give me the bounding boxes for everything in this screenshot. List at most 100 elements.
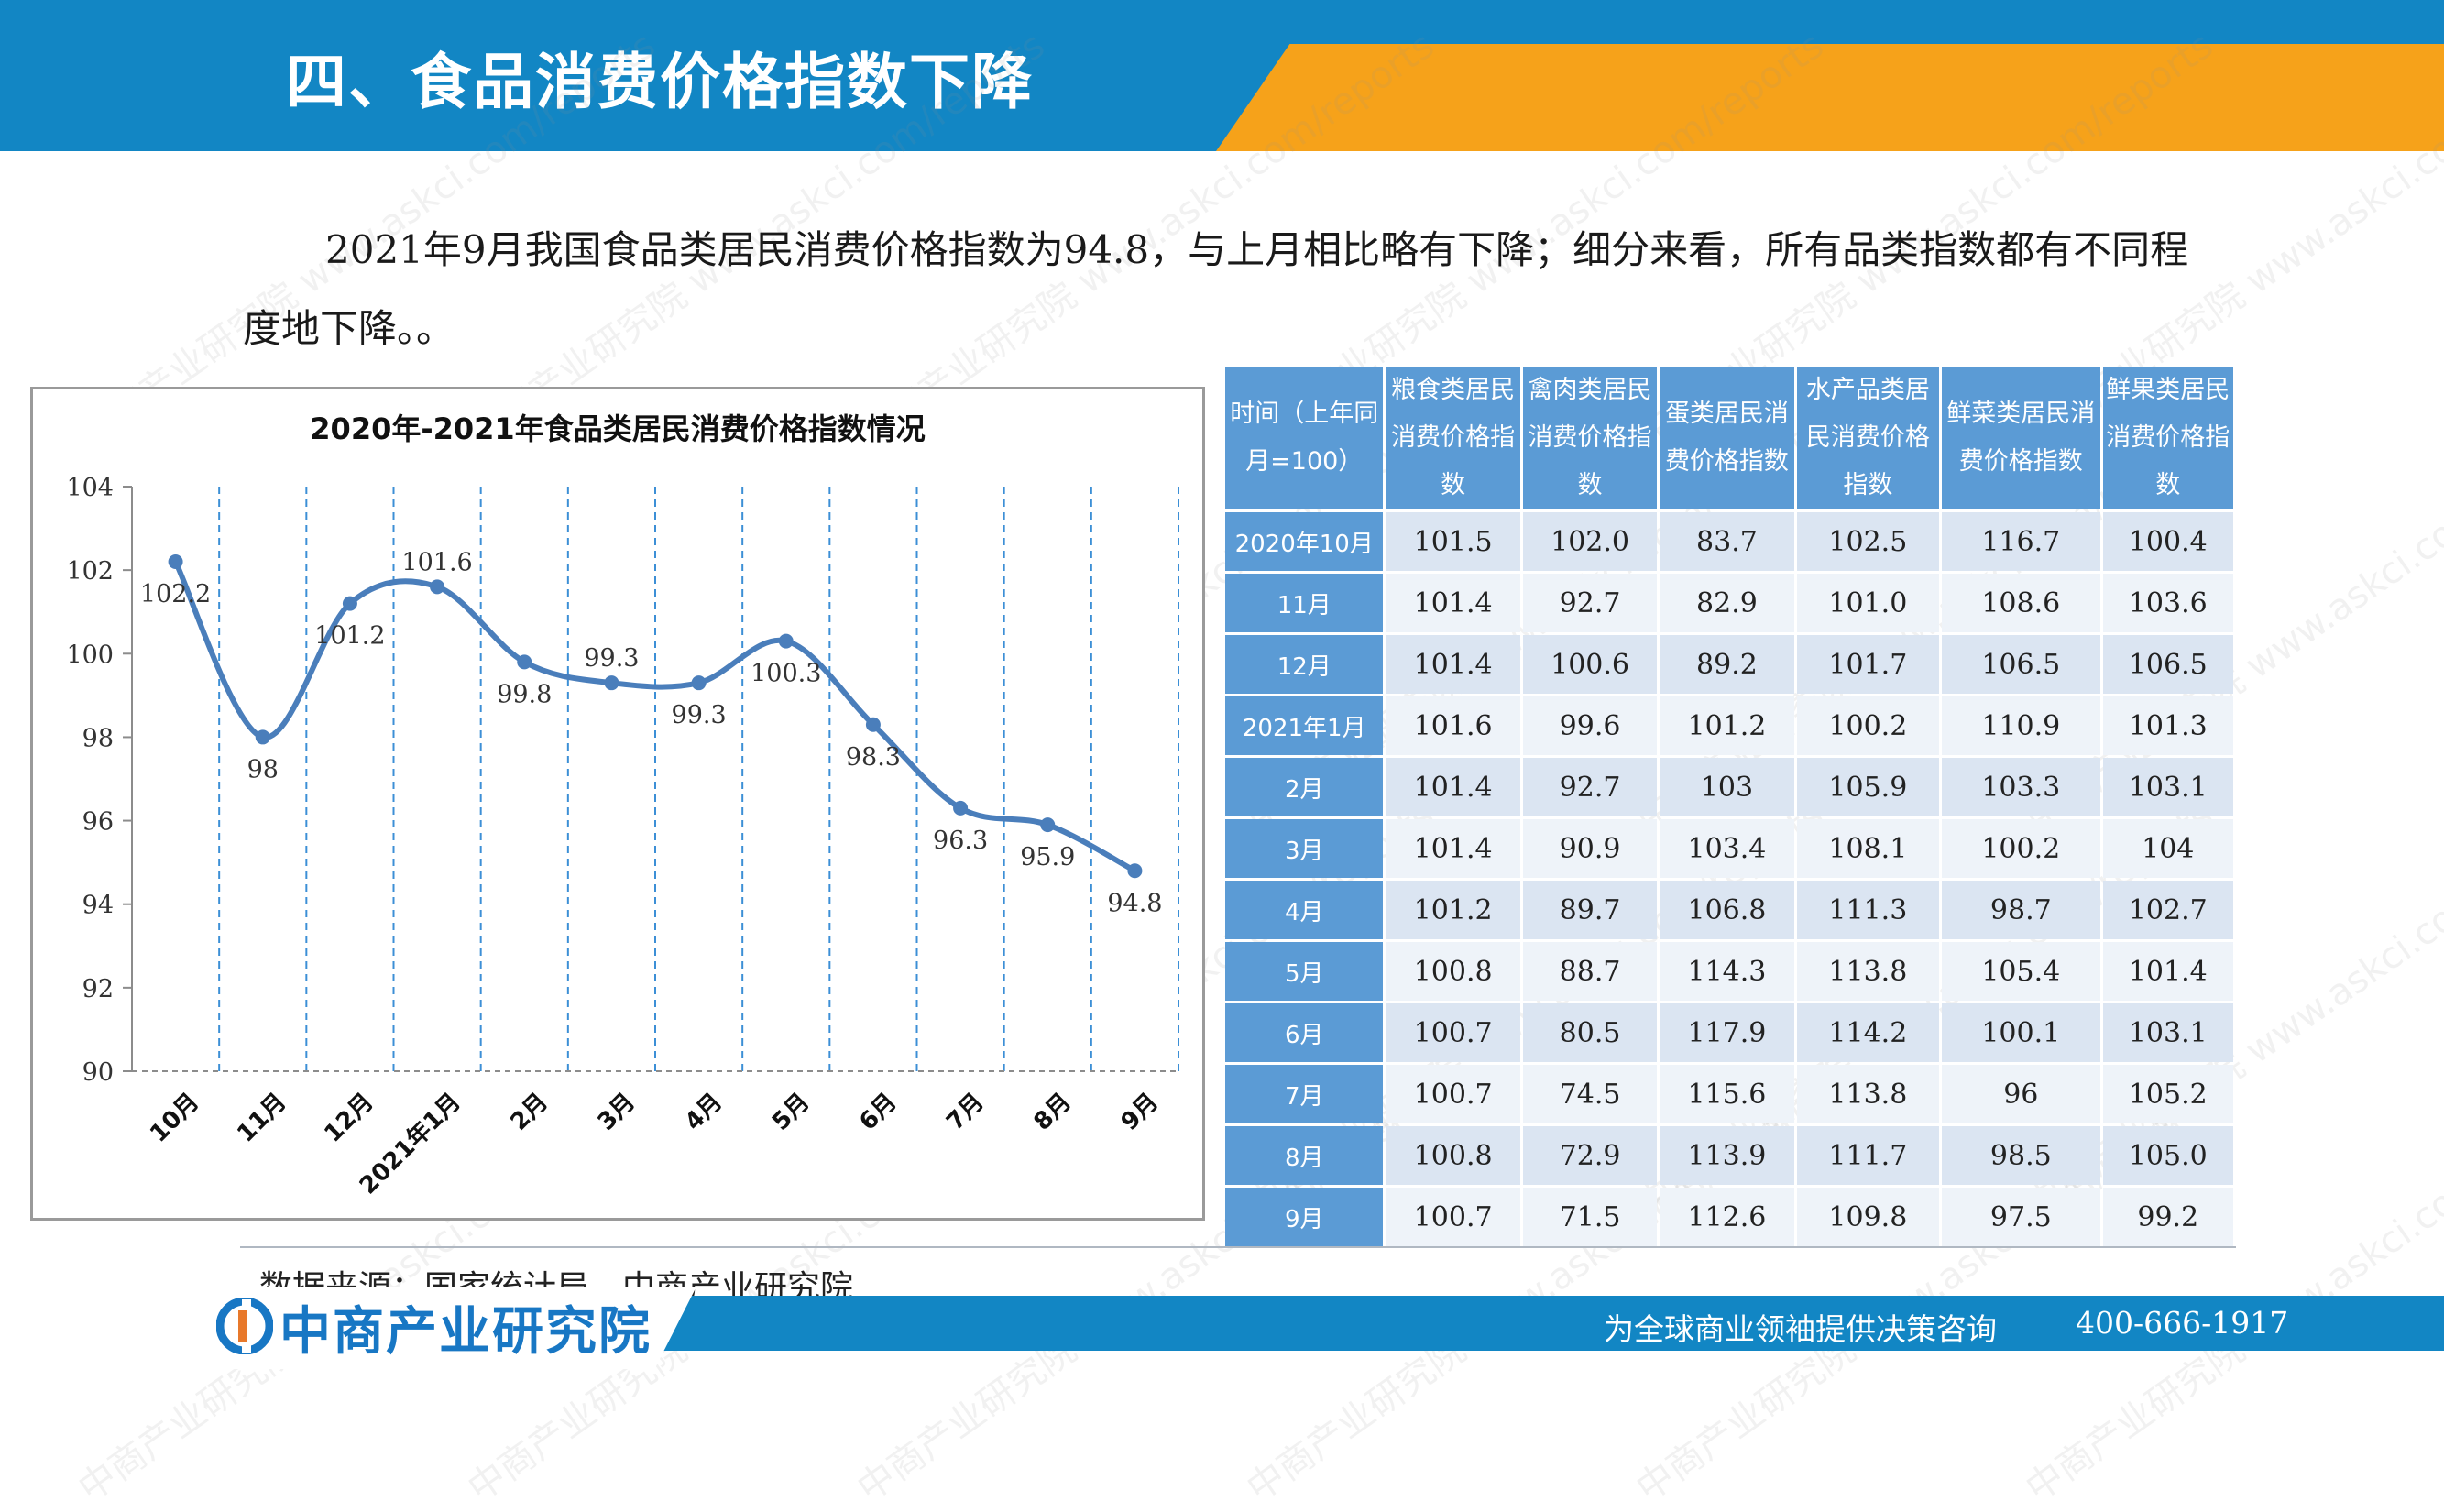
chart-data-point	[691, 675, 707, 691]
table-cell: 101.4	[2102, 942, 2233, 1001]
table-cell: 102.5	[1796, 512, 1940, 571]
chart-x-tick-label: 8月	[1029, 1088, 1077, 1135]
chart-data-label: 98	[247, 755, 279, 783]
chart-y-tick-label: 90	[82, 1058, 114, 1087]
chart-data-label: 96.3	[933, 827, 988, 855]
table-row-label: 12月	[1225, 635, 1384, 694]
chart-x-tick-label: 6月	[854, 1088, 902, 1135]
table-header-cell: 时间（上年同月=100）	[1225, 367, 1384, 509]
table-cell: 101.7	[1796, 635, 1940, 694]
table-cell: 100.7	[1386, 1188, 1520, 1246]
table-cell: 100.6	[1522, 635, 1658, 694]
table-header-cell: 鲜菜类居民消费价格指数	[1942, 367, 2100, 509]
table-row-label: 2020年10月	[1225, 512, 1384, 571]
cpi-table: 时间（上年同月=100） 粮食类居民消费价格指数 禽肉类居民消费价格指数 蛋类居民消费…	[1222, 364, 2236, 1249]
chart-data-label: 101.2	[314, 622, 385, 651]
table-cell: 101.3	[2102, 696, 2233, 755]
table-cell: 101.6	[1386, 696, 1520, 755]
table-header-cell: 水产品类居民消费价格指数	[1796, 367, 1940, 509]
chart-x-tick-label: 4月	[680, 1088, 728, 1135]
table-cell: 100.1	[1942, 1003, 2100, 1062]
chart-data-label: 101.6	[401, 548, 472, 576]
table-row-label: 5月	[1225, 942, 1384, 1001]
chart-y-tick-label: 92	[82, 975, 114, 1003]
chart-data-label: 98.3	[846, 743, 901, 772]
table-row-label: 11月	[1225, 574, 1384, 632]
table-header-cell: 粮食类居民消费价格指数	[1386, 367, 1520, 509]
table-row-label: 2月	[1225, 758, 1384, 816]
table-cell: 111.7	[1796, 1126, 1940, 1185]
chart-canvas: 2020年-2021年食品类居民消费价格指数情况 90 92 94 96 98 100 10…	[66, 411, 1179, 1200]
table-row: 6月 100.7 80.5 117.9 114.2 100.1 103.1	[1225, 1003, 2233, 1062]
chart-data-label: 100.3	[751, 660, 821, 688]
table-cell: 88.7	[1522, 942, 1658, 1001]
chart-data-point	[255, 729, 270, 745]
chart-y-tick-label: 94	[82, 892, 114, 920]
table-cell: 83.7	[1660, 512, 1794, 571]
chart-data-label: 95.9	[1020, 843, 1075, 871]
table-row: 9月 100.7 71.5 112.6 109.8 97.5 99.2	[1225, 1188, 2233, 1246]
chart-x-tick-label: 7月	[941, 1088, 989, 1135]
table-cell: 100.4	[2102, 512, 2233, 571]
table-cell: 113.8	[1796, 942, 1940, 1001]
table-row: 3月 101.4 90.9 103.4 108.1 100.2 104	[1225, 819, 2233, 878]
table-row-label: 7月	[1225, 1065, 1384, 1123]
table-cell: 100.2	[1942, 819, 2100, 878]
table-row: 2020年10月 101.5 102.0 83.7 102.5 116.7 100.4	[1225, 512, 2233, 571]
table-row: 12月 101.4 100.6 89.2 101.7 106.5 106.5	[1225, 635, 2233, 694]
header-accent-stripe	[1216, 44, 2444, 151]
footer-tagline: 为全球商业领袖提供决策咨询	[1604, 1311, 1997, 1347]
table-cell: 106.5	[2102, 635, 2233, 694]
chart-data-label: 102.2	[140, 580, 211, 608]
table-cell: 108.1	[1796, 819, 1940, 878]
chart-data-point	[604, 675, 619, 691]
table-row: 4月 101.2 89.7 106.8 111.3 98.7 102.7	[1225, 881, 2233, 939]
intro-paragraph: 2021年9月我国食品类居民消费价格指数为94.8，与上月相比略有下降；细分来看…	[243, 227, 2189, 351]
table-cell: 101.2	[1660, 696, 1794, 755]
table-cell: 71.5	[1522, 1188, 1658, 1246]
table-cell: 113.9	[1660, 1126, 1794, 1185]
table-cell: 102.0	[1522, 512, 1658, 571]
chart-y-tick-label: 102	[66, 557, 114, 586]
chart-data-label: 99.3	[672, 701, 727, 729]
cpi-table-container: 时间（上年同月=100） 粮食类居民消费价格指数 禽肉类居民消费价格指数 蛋类居民消费…	[1222, 364, 2236, 1249]
table-row: 5月 100.8 88.7 114.3 113.8 105.4 101.4	[1225, 942, 2233, 1001]
table-header-row: 时间（上年同月=100） 粮食类居民消费价格指数 禽肉类居民消费价格指数 蛋类居民消费…	[1225, 367, 2233, 509]
chart-y-tick-label: 100	[66, 641, 114, 669]
table-cell: 100.7	[1386, 1003, 1520, 1062]
chart-data-point	[865, 717, 881, 732]
table-cell: 110.9	[1942, 696, 2100, 755]
table-cell: 103.3	[1942, 758, 2100, 816]
chart-data-point	[953, 800, 969, 816]
table-row-label: 6月	[1225, 1003, 1384, 1062]
chart-y-tick-label: 98	[82, 724, 114, 752]
table-cell: 106.8	[1660, 881, 1794, 939]
chart-x-tick-label: 12月	[319, 1088, 378, 1147]
table-cell: 116.7	[1942, 512, 2100, 571]
table-cell: 105.9	[1796, 758, 1940, 816]
table-cell: 105.4	[1942, 942, 2100, 1001]
chart-data-point	[168, 554, 183, 570]
table-cell: 115.6	[1660, 1065, 1794, 1123]
table-cell: 101.4	[1386, 635, 1520, 694]
table-cell: 114.2	[1796, 1003, 1940, 1062]
table-cell: 112.6	[1660, 1188, 1794, 1246]
table-row: 8月 100.8 72.9 113.9 111.7 98.5 105.0	[1225, 1126, 2233, 1185]
table-cell: 99.6	[1522, 696, 1658, 755]
table-cell: 82.9	[1660, 574, 1794, 632]
company-logo-text: 中商产业研究院	[279, 1302, 652, 1362]
table-cell: 89.7	[1522, 881, 1658, 939]
table-cell: 101.2	[1386, 881, 1520, 939]
table-cell: 100.2	[1796, 696, 1940, 755]
table-cell: 100.8	[1386, 1126, 1520, 1185]
chart-x-tick-label: 3月	[593, 1088, 641, 1135]
table-row: 2021年1月 101.6 99.6 101.2 100.2 110.9 101.3	[1225, 696, 2233, 755]
table-cell: 105.0	[2102, 1126, 2233, 1185]
table-row-label: 3月	[1225, 819, 1384, 878]
chart-data-label: 94.8	[1107, 889, 1162, 917]
table-row-label: 8月	[1225, 1126, 1384, 1185]
chart-data-point	[430, 579, 445, 595]
chart-data-point	[1127, 863, 1143, 879]
table-cell: 113.8	[1796, 1065, 1940, 1123]
header-bar	[0, 0, 2444, 151]
